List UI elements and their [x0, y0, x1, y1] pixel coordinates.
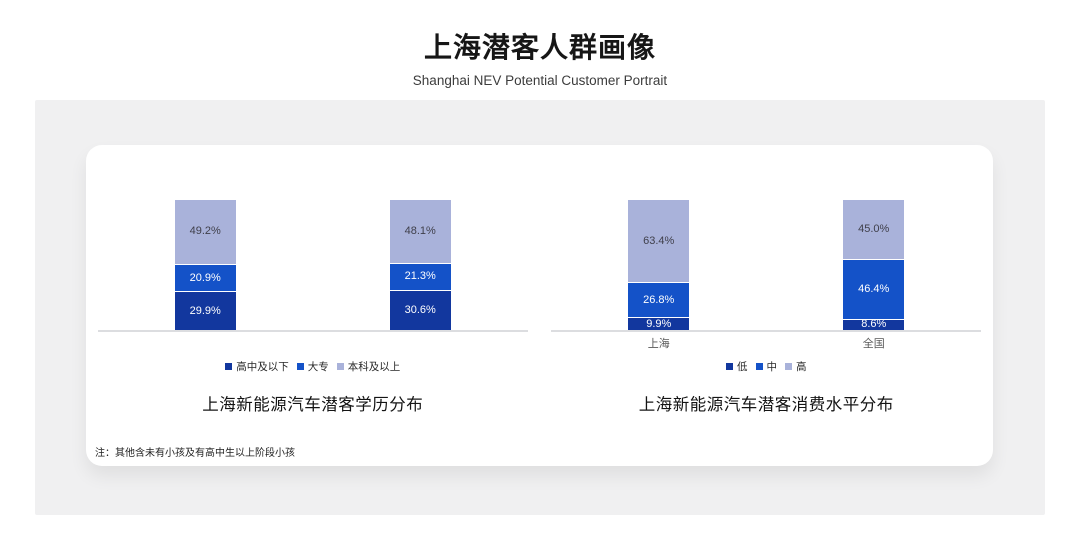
bar-segment: 21.3% [389, 262, 451, 291]
chart-consumption-distribution: 63.4% 26.8% 9.9% 45.0% 46.4% 8.6% 上海 全国 低 中 高 上海… [540, 199, 994, 415]
bar-value-label: 30.6% [404, 304, 436, 317]
bar-value-label: 21.3% [404, 270, 436, 283]
bar-segment: 8.6% [843, 318, 905, 331]
legend-label: 高 [796, 361, 807, 373]
legend-label: 本科及以上 [347, 361, 401, 373]
bar-value-label: 63.4% [643, 234, 675, 247]
charts-card: 49.2% 20.9% 29.9% 48.1% 21.3% 30.6% 高中及以下 大专 本科… [86, 145, 993, 466]
category-label: 上海 [647, 338, 670, 350]
bar-value-label: 49.2% [189, 225, 221, 238]
bar-value-label: 9.9% [646, 317, 672, 330]
legend-item: 高中及以下 [225, 359, 289, 374]
bar-column: 48.1% 21.3% 30.6% [313, 200, 528, 330]
bar-value-label: 8.6% [861, 318, 887, 331]
bar-segment: 30.6% [389, 290, 451, 330]
stacked-bar: 63.4% 26.8% 9.9% [628, 199, 690, 330]
legend-label: 高中及以下 [236, 361, 289, 373]
bar-value-label: 45.0% [858, 222, 890, 235]
bar-value-label: 46.4% [858, 282, 890, 295]
category-labels [98, 335, 528, 350]
bar-segment: 48.1% [389, 200, 451, 263]
legend-item: 低 [726, 359, 748, 374]
legend-item: 高 [785, 359, 807, 374]
chart-title: 上海新能源汽车潜客学历分布 [202, 396, 424, 414]
bar-segment: 20.9% [174, 263, 236, 292]
category-label [313, 335, 528, 350]
legend-swatch-icon [225, 363, 233, 370]
legend-label: 大专 [307, 361, 329, 373]
stacked-bar: 48.1% 21.3% 30.6% [389, 200, 451, 330]
legend-swatch-icon [296, 363, 304, 370]
legend-swatch-icon [336, 363, 344, 370]
chart-education-distribution: 49.2% 20.9% 29.9% 48.1% 21.3% 30.6% 高中及以下 大专 本科… [86, 199, 540, 415]
bar-segment: 29.9% [174, 291, 236, 330]
stacked-bar: 45.0% 46.4% 8.6% [843, 200, 905, 331]
page-subtitle: Shanghai NEV Potential Customer Portrait [412, 73, 668, 88]
plot-area: 49.2% 20.9% 29.9% 48.1% 21.3% 30.6% [97, 199, 528, 332]
bar-segment: 9.9% [628, 317, 690, 330]
category-label [98, 335, 313, 350]
footnote: 注：其他含未有小孩及有高中生以上阶段小孩 [95, 448, 295, 459]
bar-column: 63.4% 26.8% 9.9% [551, 199, 766, 330]
bar-value-label: 48.1% [404, 224, 436, 237]
legend-item: 本科及以上 [336, 359, 401, 374]
legend: 低中高 [540, 359, 994, 374]
charts-row: 49.2% 20.9% 29.9% 48.1% 21.3% 30.6% 高中及以下 大专 本科… [86, 145, 993, 415]
category-label: 全国 [862, 338, 885, 350]
legend-label: 中 [766, 361, 778, 373]
legend-label: 低 [737, 361, 748, 373]
bar-column: 45.0% 46.4% 8.6% [766, 200, 981, 330]
legend-swatch-icon [726, 363, 733, 370]
header: 上海潜客人群画像 Shanghai NEV Potential Customer… [0, 26, 1080, 88]
legend-swatch-icon [785, 363, 792, 370]
legend-item: 大专 [296, 359, 329, 374]
bar-segment: 46.4% [843, 258, 905, 319]
bar-value-label: 29.9% [189, 304, 221, 317]
bar-segment: 63.4% [628, 199, 690, 283]
category-labels: 上海 全国 [551, 335, 981, 350]
bar-column: 49.2% 20.9% 29.9% [98, 199, 313, 330]
page-title: 上海潜客人群画像 [423, 32, 656, 63]
plot-area: 63.4% 26.8% 9.9% 45.0% 46.4% 8.6% [551, 199, 982, 332]
bar-value-label: 20.9% [189, 271, 221, 284]
bar-value-label: 26.8% [643, 293, 675, 306]
stacked-bar: 49.2% 20.9% 29.9% [174, 199, 236, 330]
legend-item: 中 [755, 359, 778, 374]
bar-segment: 49.2% [174, 199, 236, 264]
chart-title: 上海新能源汽车潜客消费水平分布 [638, 396, 894, 414]
legend: 高中及以下 大专 本科及以上 [86, 359, 540, 374]
content-panel: 49.2% 20.9% 29.9% 48.1% 21.3% 30.6% 高中及以下 大专 本科… [35, 100, 1045, 515]
bar-segment: 26.8% [628, 282, 690, 318]
legend-swatch-icon [755, 363, 763, 370]
bar-segment: 45.0% [843, 200, 905, 259]
